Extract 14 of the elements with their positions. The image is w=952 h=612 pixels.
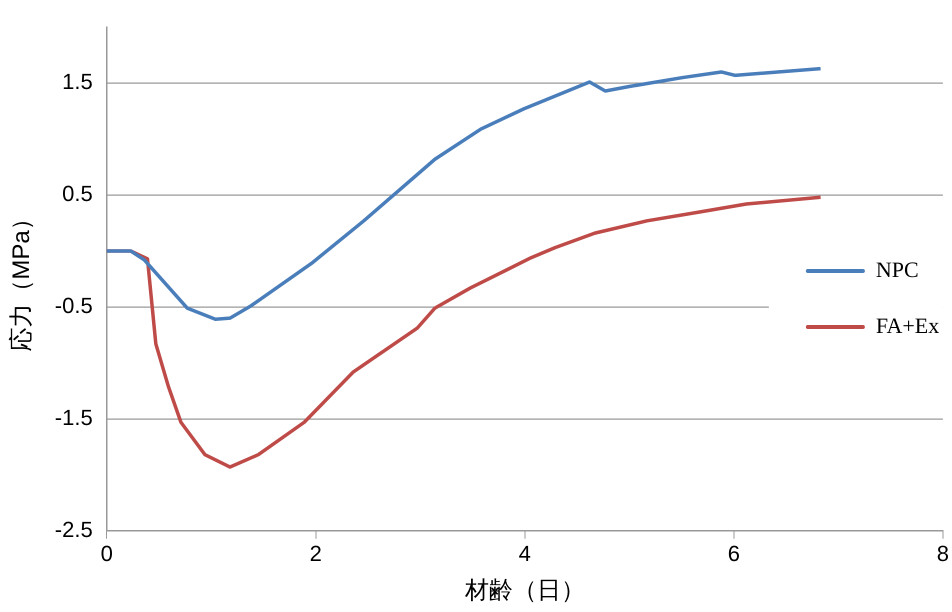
x-tick-label: 8 [936, 541, 950, 566]
legend-label: FA+Ex [876, 312, 940, 338]
x-tick-label: 2 [310, 541, 322, 566]
y-tick-label: 0.5 [62, 181, 93, 206]
x-tick-label: 4 [518, 541, 531, 566]
legend-label: NPC [876, 256, 919, 282]
y-tick-label: 1.5 [62, 69, 93, 94]
x-tick-label: 6 [728, 541, 740, 566]
y-tick-label: -1.5 [54, 404, 93, 430]
x-tick-label: 0 [100, 541, 113, 566]
y-tick-label: -2.5 [54, 516, 93, 542]
y-axis-title: 応力（MPa） [8, 206, 36, 352]
y-tick-label: -0.5 [54, 293, 93, 318]
x-axis-title: 材齢（日） [464, 577, 585, 604]
